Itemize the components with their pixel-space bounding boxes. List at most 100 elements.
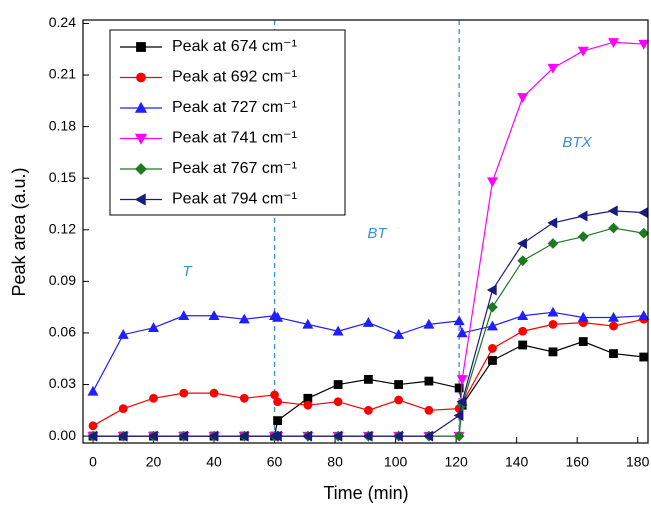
legend-marker: [136, 72, 146, 83]
point: [578, 337, 588, 346]
point: [487, 301, 498, 313]
point: [547, 63, 559, 74]
point: [547, 306, 559, 317]
point: [393, 329, 405, 339]
legend-marker: [136, 42, 146, 52]
point: [486, 284, 497, 296]
point: [424, 376, 434, 386]
point: [517, 93, 529, 104]
y-tick-label: 0.06: [49, 324, 76, 340]
point: [363, 374, 373, 384]
y-tick-label: 0.00: [49, 427, 76, 443]
point: [148, 322, 159, 333]
legend-marker: [134, 101, 148, 113]
legend-marker: [134, 133, 148, 145]
y-tick-label: 0.18: [49, 117, 76, 133]
x-tick-label: 120: [444, 454, 468, 470]
point: [332, 430, 343, 442]
point: [608, 38, 619, 48]
point: [488, 344, 497, 353]
legend-marker: [135, 163, 147, 175]
series: [88, 314, 649, 431]
point: [117, 430, 128, 442]
point: [424, 405, 434, 415]
point: [638, 207, 649, 219]
point: [273, 397, 282, 407]
point: [488, 356, 497, 365]
point: [453, 315, 465, 326]
point: [548, 319, 558, 329]
point: [638, 227, 650, 239]
point: [272, 311, 284, 322]
point: [147, 430, 158, 442]
y-tick-label: 0.12: [49, 220, 76, 236]
legend-label: Peak at 741 cm⁻¹: [172, 130, 297, 147]
legend-label: Peak at 727 cm⁻¹: [172, 99, 297, 116]
point: [486, 320, 498, 331]
point: [117, 329, 129, 339]
point: [423, 430, 434, 442]
legend-label: Peak at 674 cm⁻¹: [172, 38, 297, 55]
point: [273, 416, 282, 426]
point: [577, 231, 589, 243]
x-tick-label: 100: [384, 454, 408, 470]
point: [208, 430, 219, 442]
point: [517, 238, 527, 250]
point: [88, 421, 98, 431]
series-line: [92, 340, 644, 437]
point: [303, 400, 313, 410]
series-line: [92, 227, 644, 437]
point: [607, 205, 618, 217]
series: [88, 337, 649, 441]
point: [608, 311, 619, 322]
point: [548, 347, 558, 357]
y-tick-label: 0.24: [49, 14, 76, 30]
point: [486, 177, 498, 188]
point: [454, 383, 464, 393]
point: [208, 310, 220, 320]
point: [394, 395, 404, 405]
point: [302, 318, 314, 329]
point: [87, 430, 98, 442]
point: [332, 325, 344, 336]
legend-label: Peak at 767 cm⁻¹: [172, 160, 297, 177]
point: [393, 430, 403, 442]
point: [609, 321, 618, 331]
point: [149, 393, 158, 403]
legend-label: Peak at 692 cm⁻¹: [172, 69, 297, 86]
y-tick-label: 0.21: [49, 66, 76, 82]
point: [118, 404, 128, 414]
x-tick-label: 180: [626, 454, 650, 470]
point: [518, 326, 528, 336]
point: [577, 311, 589, 322]
y-axis-title: Peak area (a.u.): [9, 167, 29, 296]
series: [87, 205, 649, 442]
point: [609, 349, 618, 358]
point: [271, 430, 282, 442]
point: [239, 393, 249, 403]
point: [423, 318, 435, 329]
point: [394, 380, 404, 389]
series: [87, 306, 650, 396]
x-tick-label: 0: [89, 454, 97, 470]
x-tick-label: 80: [327, 454, 343, 470]
point: [517, 310, 529, 320]
point: [362, 430, 373, 442]
x-axis-title: Time (min): [323, 483, 408, 503]
point: [453, 430, 465, 442]
point: [238, 313, 250, 324]
point: [608, 222, 619, 234]
point: [209, 388, 219, 398]
point: [87, 385, 99, 396]
y-tick-label: 0.15: [49, 169, 76, 185]
point: [178, 310, 190, 320]
x-tick-label: 160: [566, 454, 590, 470]
x-tick-label: 40: [206, 454, 222, 470]
point: [517, 255, 529, 267]
point: [333, 380, 343, 389]
legend-box: [109, 29, 346, 216]
phase-label: BT: [367, 225, 388, 242]
point: [639, 352, 649, 362]
point: [362, 317, 374, 327]
